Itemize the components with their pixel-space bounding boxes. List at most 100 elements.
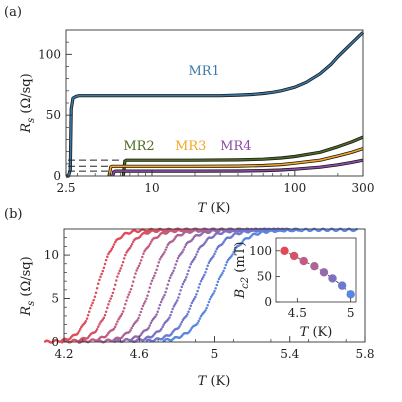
inset-data-point xyxy=(280,246,289,255)
data-point xyxy=(187,269,190,272)
data-point xyxy=(111,245,115,249)
data-point xyxy=(129,287,133,291)
y-tick-label: 100 xyxy=(38,47,61,61)
data-point xyxy=(199,315,203,318)
data-point xyxy=(212,254,215,258)
data-point xyxy=(130,326,133,330)
data-point xyxy=(191,299,195,303)
data-point xyxy=(155,313,158,316)
data-point xyxy=(158,303,162,307)
data-point xyxy=(96,325,100,329)
data-point xyxy=(91,301,94,305)
data-point xyxy=(101,318,105,321)
data-point xyxy=(154,315,157,318)
data-point xyxy=(90,304,93,307)
panel-a-plot-area xyxy=(66,30,363,176)
data-point xyxy=(173,303,177,306)
data-point xyxy=(189,263,193,266)
data-point xyxy=(188,265,191,269)
data-point xyxy=(204,309,207,312)
data-point xyxy=(206,264,209,267)
data-point xyxy=(108,300,111,303)
data-point xyxy=(210,294,214,297)
data-point xyxy=(130,284,134,287)
data-point xyxy=(139,259,143,262)
data-point xyxy=(93,295,97,299)
data-point xyxy=(181,250,184,253)
data-point xyxy=(207,261,211,265)
data-point xyxy=(169,313,172,317)
data-point xyxy=(113,240,117,244)
data-point xyxy=(136,318,139,322)
panel-a-label: (a) xyxy=(4,5,22,20)
data-point xyxy=(148,324,152,327)
data-point xyxy=(197,286,200,289)
data-point xyxy=(172,269,175,273)
data-point xyxy=(158,258,162,261)
data-point xyxy=(102,316,106,319)
data-point xyxy=(166,283,170,286)
inset-xlabel: T (K) xyxy=(300,325,333,340)
data-point xyxy=(134,272,137,275)
panel-b-label: (b) xyxy=(4,207,22,222)
data-point xyxy=(107,252,110,256)
inset-data-point xyxy=(346,290,355,299)
data-point xyxy=(204,271,207,274)
data-point xyxy=(124,253,127,257)
data-point xyxy=(112,327,116,330)
data-point xyxy=(144,300,147,303)
data-point xyxy=(194,255,197,259)
transition-curve-8 xyxy=(162,227,358,343)
data-point xyxy=(183,278,187,281)
data-point xyxy=(179,289,182,292)
inset-data-point xyxy=(299,256,308,266)
data-point xyxy=(181,282,185,286)
x-tick-label: 5 xyxy=(211,347,219,361)
data-point xyxy=(95,287,99,290)
data-point xyxy=(196,321,199,325)
data-point xyxy=(104,258,108,262)
inset-x-tick-label: 4.5 xyxy=(288,306,307,320)
data-point xyxy=(169,274,173,277)
data-point xyxy=(141,255,144,259)
panel-a-series xyxy=(66,31,365,178)
data-point xyxy=(195,293,198,296)
data-point xyxy=(161,325,164,329)
data-point xyxy=(213,290,216,293)
x-tick-label: 10 xyxy=(144,181,159,195)
data-point xyxy=(159,300,163,304)
data-point xyxy=(205,267,208,271)
data-point xyxy=(201,275,205,279)
data-point xyxy=(149,282,153,286)
y-tick-label: 10 xyxy=(44,248,59,262)
x-tick-label: 4.2 xyxy=(54,347,73,361)
data-point xyxy=(106,306,109,310)
data-point xyxy=(192,257,196,261)
y-tick-label: 5 xyxy=(51,292,59,306)
data-point xyxy=(142,302,146,305)
data-point xyxy=(147,326,150,329)
data-point xyxy=(133,276,136,279)
data-point xyxy=(101,269,105,273)
data-point xyxy=(112,287,116,291)
data-point xyxy=(130,242,134,246)
data-point xyxy=(174,301,178,304)
data-point xyxy=(131,324,135,328)
data-point xyxy=(117,318,120,321)
inset-y-tick-label: 100 xyxy=(249,244,272,258)
data-point xyxy=(240,242,243,245)
inset-y-tick-label: 0 xyxy=(264,295,272,309)
data-point xyxy=(148,286,152,289)
data-point xyxy=(222,269,225,273)
inset-y-tick-label: 50 xyxy=(257,269,272,283)
data-point xyxy=(156,264,159,268)
data-point xyxy=(232,250,235,254)
data-point xyxy=(198,317,202,320)
data-point xyxy=(175,259,179,263)
data-point xyxy=(215,247,219,251)
data-point xyxy=(157,307,161,310)
data-point xyxy=(147,290,150,293)
data-point xyxy=(104,310,108,313)
